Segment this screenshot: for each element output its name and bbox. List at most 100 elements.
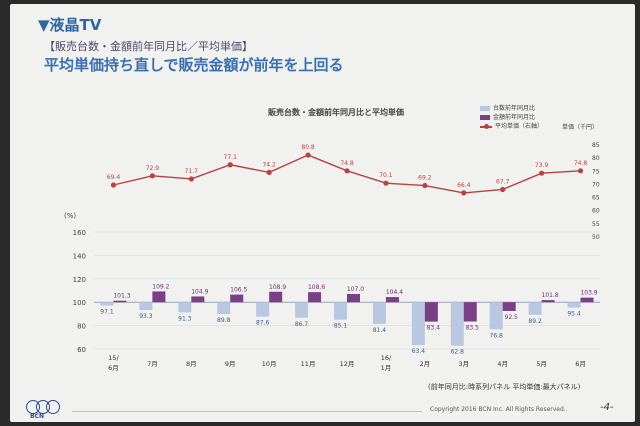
bar-amount-label: 103.9 bbox=[580, 290, 597, 297]
chart-title: 販売台数・金額前年同月比と平均単価 bbox=[268, 108, 404, 117]
legend-swatch-price bbox=[480, 123, 492, 129]
point-average-price bbox=[577, 168, 584, 174]
point-average-price bbox=[461, 190, 467, 196]
right-tick-label: 60 bbox=[592, 208, 600, 215]
bar-amount bbox=[463, 302, 477, 322]
category-label: 8月 bbox=[186, 360, 197, 368]
bar-units-label: 86.7 bbox=[295, 321, 309, 328]
bar-amount bbox=[269, 291, 283, 303]
point-average-price-label: 69.2 bbox=[418, 175, 432, 182]
bar-units-label: 62.8 bbox=[451, 349, 465, 356]
left-tick-label: 80 bbox=[77, 323, 86, 331]
bar-amount-label: 101.3 bbox=[113, 293, 130, 300]
category-label: 3月 bbox=[458, 360, 469, 368]
category-label: 15/ bbox=[108, 354, 119, 362]
right-tick-label: 75 bbox=[592, 168, 600, 175]
bar-units bbox=[100, 302, 114, 306]
bar-units-label: 63.4 bbox=[412, 348, 426, 355]
point-average-price-label: 80.8 bbox=[301, 144, 315, 151]
bar-amount-label: 107.0 bbox=[347, 286, 364, 293]
logo-circle-3 bbox=[46, 400, 60, 414]
right-tick-label: 70 bbox=[592, 181, 600, 188]
right-tick-label: 80 bbox=[592, 155, 600, 162]
bar-units bbox=[178, 302, 192, 313]
category-label: 5月 bbox=[536, 360, 547, 368]
slide-subtitle: 【販売台数・金額前年同月比／平均単価】 bbox=[44, 40, 253, 53]
right-tick-label: 85 bbox=[592, 142, 600, 149]
footer-divider bbox=[72, 411, 422, 412]
point-average-price-label: 69.4 bbox=[107, 174, 121, 181]
legend-item-amount: 金額前年同月比 bbox=[480, 113, 543, 122]
bar-units-label: 93.3 bbox=[139, 313, 153, 320]
bar-amount-label: 92.5 bbox=[505, 314, 519, 321]
legend-swatch-amount bbox=[480, 115, 490, 120]
logo-text: BCN bbox=[30, 413, 44, 420]
right-tick-label: 65 bbox=[592, 195, 600, 202]
slide-title: ▼液晶TV bbox=[38, 16, 102, 34]
bar-units-label: 89.2 bbox=[528, 318, 542, 325]
point-average-price bbox=[305, 152, 311, 158]
point-average-price-label: 77.1 bbox=[224, 154, 238, 161]
bar-units-label: 89.8 bbox=[217, 317, 231, 324]
bar-units-label: 87.6 bbox=[256, 320, 270, 327]
bar-amount-label: 104.9 bbox=[191, 288, 208, 295]
category-label: 12月 bbox=[340, 360, 355, 368]
point-average-price bbox=[110, 182, 117, 188]
bar-units bbox=[334, 302, 347, 320]
point-average-price-label: 74.8 bbox=[574, 160, 588, 167]
bar-units bbox=[567, 302, 581, 308]
bar-amount bbox=[385, 297, 399, 303]
point-average-price bbox=[149, 173, 155, 179]
bar-units-label: 76.8 bbox=[490, 332, 504, 339]
legend-item-units: 台数前年同月比 bbox=[480, 104, 543, 113]
copyright: Copyright 2016 BCN Inc. All Rights Reser… bbox=[430, 406, 566, 413]
left-tick-label: 160 bbox=[73, 229, 86, 237]
bar-units-label: 85.1 bbox=[334, 323, 348, 330]
category-label: 1月 bbox=[381, 364, 392, 372]
bar-units bbox=[450, 302, 464, 346]
bar-units bbox=[528, 302, 542, 315]
bar-units bbox=[139, 302, 153, 311]
point-average-price-label: 70.1 bbox=[379, 172, 393, 179]
bar-units bbox=[295, 302, 309, 318]
bar-amount-label: 108.6 bbox=[308, 284, 325, 291]
legend-label-amount: 金額前年同月比 bbox=[493, 113, 536, 121]
point-average-price bbox=[266, 169, 272, 175]
category-label: 7月 bbox=[147, 360, 158, 368]
bar-amount-label: 83.4 bbox=[427, 325, 441, 332]
bar-units-label: 97.1 bbox=[100, 309, 114, 316]
bar-units-label: 91.3 bbox=[178, 315, 192, 322]
left-tick-label: 100 bbox=[73, 299, 86, 307]
bar-amount bbox=[424, 302, 438, 322]
chart-footnote: (前年同月比:時系列パネル 平均単価:最大パネル) bbox=[428, 383, 581, 391]
legend-swatch-units bbox=[480, 106, 490, 111]
left-axis-unit: (%) bbox=[64, 212, 77, 220]
right-tick-label: 50 bbox=[592, 234, 600, 241]
bar-amount-label: 108.9 bbox=[269, 284, 286, 291]
point-average-price bbox=[422, 182, 428, 189]
bar-units bbox=[411, 302, 425, 346]
bar-units-label: 95.4 bbox=[567, 311, 581, 318]
legend-label-units: 台数前年同月比 bbox=[493, 104, 536, 112]
left-tick-label: 140 bbox=[73, 252, 86, 260]
bar-amount-label: 109.2 bbox=[152, 283, 169, 290]
bar-amount bbox=[230, 294, 244, 303]
page-number: -4- bbox=[600, 402, 614, 413]
bar-amount bbox=[113, 300, 127, 303]
point-average-price bbox=[500, 186, 506, 193]
bar-amount bbox=[541, 300, 555, 303]
bcn-logo: BCN bbox=[26, 400, 66, 422]
slide: ▼液晶TV 【販売台数・金額前年同月比／平均単価】 平均単価持ち直しで販売金額が… bbox=[10, 4, 635, 422]
category-label: 10月 bbox=[262, 360, 277, 368]
bar-amount bbox=[308, 292, 322, 303]
bar-units bbox=[256, 302, 270, 317]
left-tick-label: 120 bbox=[73, 276, 86, 284]
point-average-price-label: 67.7 bbox=[496, 178, 510, 185]
combo-chart: 60 80 100 120 140 160 50 55 60 65 70 75 80 85 97.1 101.… bbox=[73, 142, 600, 372]
bar-amount bbox=[191, 296, 205, 303]
bar-amount bbox=[502, 302, 516, 311]
bar-amount-label: 104.4 bbox=[386, 289, 403, 296]
point-average-price bbox=[383, 180, 389, 186]
point-average-price bbox=[539, 170, 545, 176]
bar-amount bbox=[347, 294, 360, 303]
